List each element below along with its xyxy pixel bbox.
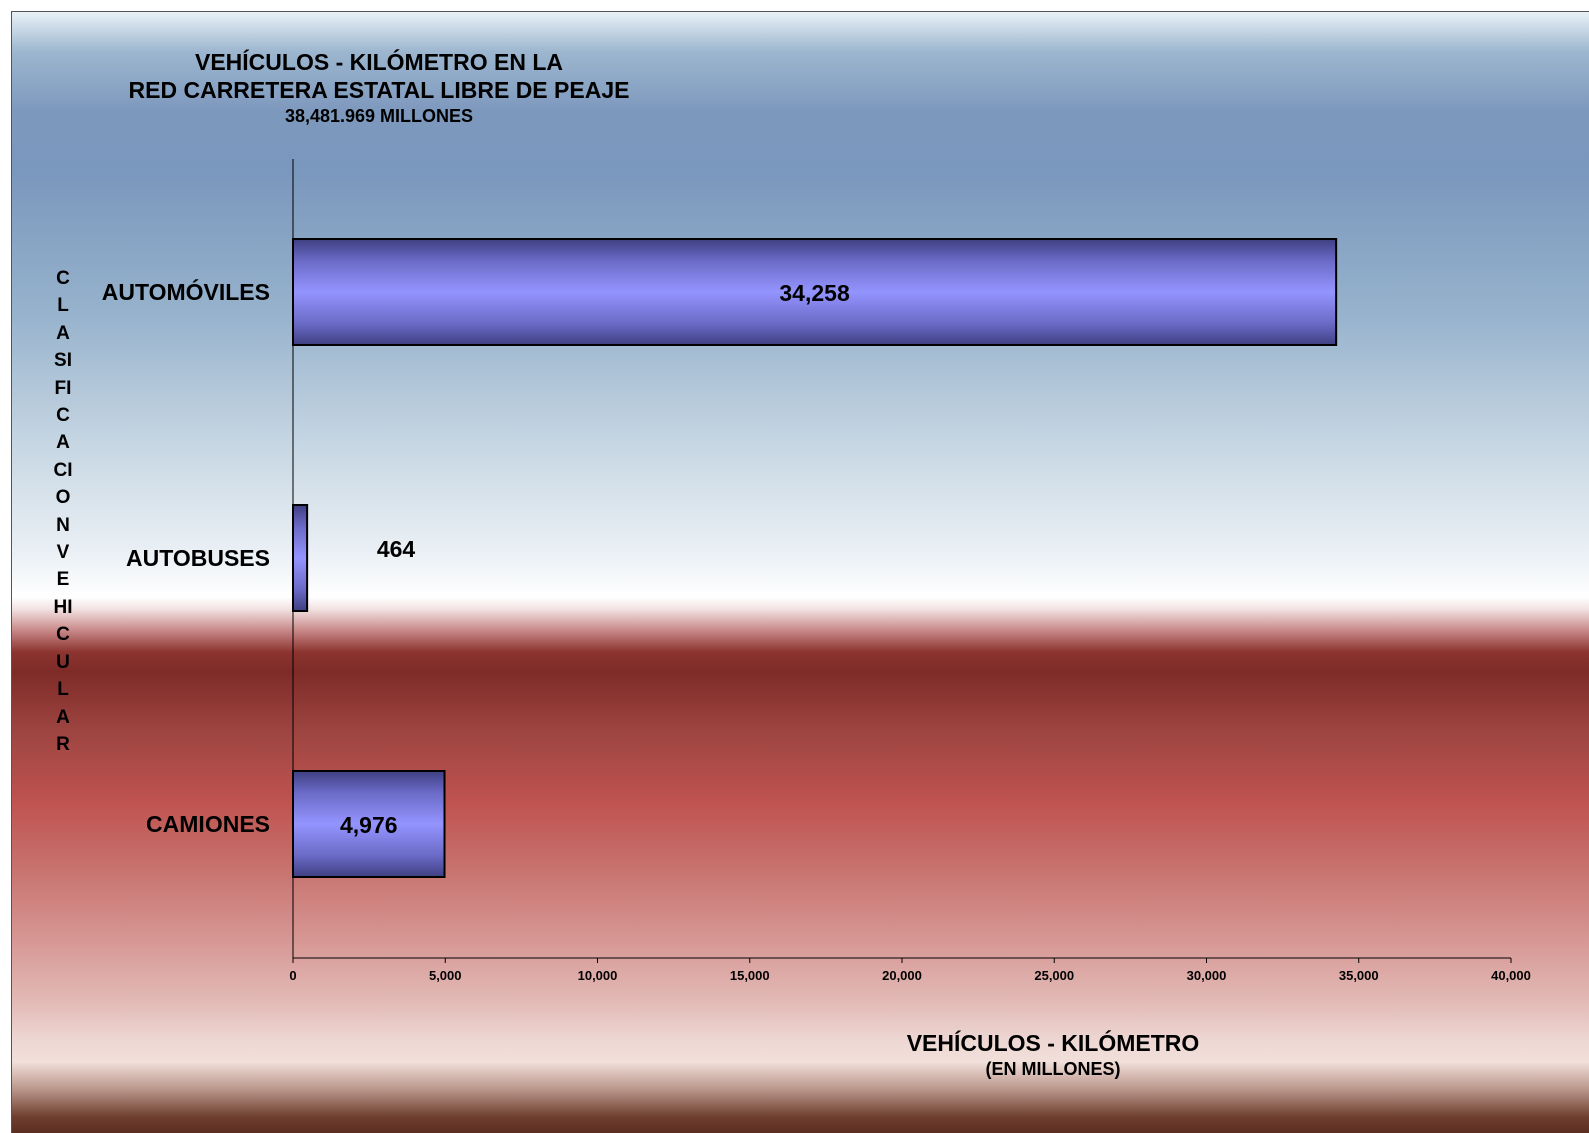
x-tick-label: 20,000 [882, 968, 922, 983]
x-tick-label: 30,000 [1187, 968, 1227, 983]
bar-value-label: 464 [377, 536, 416, 562]
x-axis-label: VEHÍCULOS - KILÓMETRO [906, 1030, 1200, 1056]
chart-subtitle: 38,481.969 MILLONES [284, 106, 474, 126]
bar [292, 770, 446, 878]
category-label: AUTOMÓVILES [102, 278, 270, 305]
x-tick-label: 0 [289, 968, 296, 983]
bar-value-label: 34,258 [779, 280, 850, 306]
x-tick-label: 25,000 [1034, 968, 1074, 983]
x-tick-label: 40,000 [1491, 968, 1531, 983]
x-tick-label: 5,000 [429, 968, 462, 983]
chart-frame: VEHÍCULOS - KILÓMETRO EN LA RED CARRETER… [11, 11, 1589, 1133]
chart-title: VEHÍCULOS - KILÓMETRO EN LA [195, 49, 563, 75]
x-tick-label: 35,000 [1339, 968, 1379, 983]
x-tick-label: 10,000 [578, 968, 618, 983]
category-label: CAMIONES [146, 811, 270, 837]
chart-title-line2: RED CARRETERA ESTATAL LIBRE DE PEAJE [128, 77, 630, 103]
category-label: AUTOBUSES [126, 545, 270, 571]
x-axis-sublabel: (EN MILLONES) [985, 1059, 1121, 1079]
y-axis-label: CLASIFICACION VEHICULAR [53, 268, 76, 755]
bar [292, 504, 309, 612]
x-tick-label: 15,000 [730, 968, 770, 983]
bar-value-label: 4,976 [340, 812, 398, 838]
bar [292, 238, 1338, 346]
plot-area: 0 5,000 10,000 15,000 20,000 25,000 30,000 35,0… [102, 159, 1531, 983]
